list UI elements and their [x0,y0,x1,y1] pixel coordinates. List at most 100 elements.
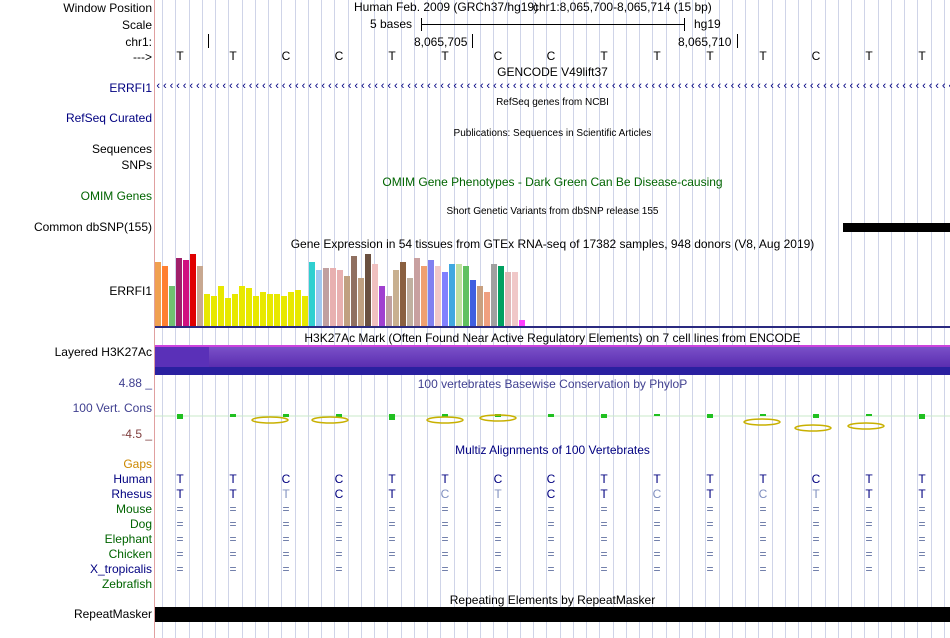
gtex-tissue-bar[interactable] [379,286,385,326]
alignment-base: = [176,532,184,546]
gtex-tissue-bar[interactable] [253,296,259,326]
gtex-tissue-bar[interactable] [505,272,511,326]
gtex-tissue-bar[interactable] [204,294,210,326]
vert-cons-label[interactable]: 100 Vert. Cons [72,401,152,415]
gtex-tissue-bar[interactable] [323,268,329,326]
species-label-mouse[interactable]: Mouse [115,502,152,516]
gtex-tissue-bar[interactable] [414,258,420,326]
gtex-tissue-bar[interactable] [295,290,301,326]
gencode-track-title[interactable]: GENCODE V49lift37 [497,65,608,79]
snps-label[interactable]: SNPs [121,158,152,172]
alignment-base: T [918,487,926,501]
gtex-tissue-bar[interactable] [386,296,392,326]
gtex-tissue-bar[interactable] [491,264,497,326]
gtex-tissue-bar[interactable] [197,266,203,326]
gtex-tissue-bar[interactable] [393,270,399,326]
gtex-tissue-bar[interactable] [400,262,406,326]
gtex-tissue-bar[interactable] [463,266,469,326]
gtex-tissue-bar[interactable] [456,264,462,326]
gtex-tissue-bar[interactable] [365,254,371,326]
alignment-base: T [865,487,873,501]
scale-bar [421,18,685,31]
omim-genes-label[interactable]: OMIM Genes [80,189,152,203]
omim-track-title[interactable]: OMIM Gene Phenotypes - Dark Green Can Be… [382,175,723,189]
gtex-tissue-bar[interactable] [330,268,336,326]
repeatmasker-element[interactable] [155,607,950,622]
repeatmasker-track-title[interactable]: Repeating Elements by RepeatMasker [449,593,656,607]
species-label-dog[interactable]: Dog [129,517,152,531]
alignment-base: = [229,532,237,546]
gtex-tissue-bar[interactable] [316,270,322,326]
gtex-tissue-bar[interactable] [246,288,252,326]
species-label-chicken[interactable]: Chicken [108,547,152,561]
gtex-tissue-bar[interactable] [470,280,476,326]
gtex-tissue-bar[interactable] [239,286,245,326]
gtex-tissue-bar[interactable] [162,266,168,326]
common-dbsnp-label[interactable]: Common dbSNP(155) [33,220,152,234]
gtex-tissue-bar[interactable] [232,294,238,326]
h3k27ac-signal[interactable] [155,345,950,375]
gtex-tissue-bar[interactable] [421,266,427,326]
species-label-x_tropicalis[interactable]: X_tropicalis [89,562,152,576]
grid-line [678,0,680,638]
repeatmasker-label[interactable]: RepeatMasker [73,607,152,621]
alignment-base: = [441,502,449,516]
phylop-track-title[interactable]: 100 vertebrates Basewise Conservation by… [417,377,688,391]
gtex-tissue-bar[interactable] [477,286,483,326]
gtex-tissue-bar[interactable] [169,286,175,326]
sequences-label[interactable]: Sequences [91,142,152,156]
gtex-tissue-bar[interactable] [512,272,518,326]
dbsnp-variant-bar[interactable] [843,223,950,232]
gtex-expression-bars[interactable] [155,252,950,326]
gtex-track-title[interactable]: Gene Expression in 54 tissues from GTEx … [290,237,815,251]
gtex-tissue-bar[interactable] [267,294,273,326]
species-label-elephant[interactable]: Elephant [104,532,152,546]
species-label-rhesus[interactable]: Rhesus [111,487,152,501]
gtex-tissue-bar[interactable] [281,296,287,326]
alignment-base: = [335,502,343,516]
gtex-tissue-bar[interactable] [498,266,504,326]
layered-h3k27ac-label[interactable]: Layered H3K27Ac [54,345,152,359]
gtex-tissue-bar[interactable] [176,258,182,326]
alignment-base: = [600,562,608,576]
gtex-tissue-bar[interactable] [372,264,378,326]
phylop-score-bar [707,414,713,418]
gtex-tissue-bar[interactable] [519,320,525,326]
gtex-tissue-bar[interactable] [183,260,189,326]
gtex-tissue-bar[interactable] [351,256,357,326]
gtex-tissue-bar[interactable] [442,272,448,326]
gtex-tissue-bar[interactable] [260,292,266,326]
gtex-tissue-bar[interactable] [344,276,350,326]
gtex-tissue-bar[interactable] [407,278,413,326]
gtex-tissue-bar[interactable] [155,262,161,326]
gtex-tissue-bar[interactable] [449,264,455,326]
gtex-tissue-bar[interactable] [211,296,217,326]
gtex-tissue-bar[interactable] [309,262,315,326]
refseq-track-title[interactable]: RefSeq genes from NCBI [496,97,609,108]
gtex-tissue-bar[interactable] [358,278,364,326]
alignment-base: = [547,547,555,561]
dbsnp-track-title[interactable]: Short Genetic Variants from dbSNP releas… [446,206,659,217]
alignment-base: = [865,517,873,531]
gtex-tissue-bar[interactable] [274,294,280,326]
alignment-base: = [547,517,555,531]
gtex-tissue-bar[interactable] [288,292,294,326]
publications-track-title[interactable]: Publications: Sequences in Scientific Ar… [453,128,652,139]
multiz-track-title[interactable]: Multiz Alignments of 100 Vertebrates [455,443,650,457]
errfi1-gene-label[interactable]: ERRFI1 [109,81,152,95]
gtex-tissue-bar[interactable] [218,286,224,326]
gtex-tissue-bar[interactable] [225,298,231,326]
gtex-tissue-bar[interactable] [337,270,343,326]
species-label-zebrafish[interactable]: Zebrafish [101,577,152,591]
gtex-tissue-bar[interactable] [435,266,441,326]
gtex-tissue-bar[interactable] [302,296,308,326]
gtex-tissue-bar[interactable] [484,292,490,326]
errfi1-gene-model[interactable]: ‹‹‹‹‹‹‹‹‹‹‹‹‹‹‹‹‹‹‹‹‹‹‹‹‹‹‹‹‹‹‹‹‹‹‹‹‹‹‹‹… [155,81,950,93]
errfi1-gtex-label[interactable]: ERRFI1 [109,284,152,298]
gtex-tissue-bar[interactable] [190,254,196,326]
h3k27ac-track-title[interactable]: H3K27Ac Mark (Often Found Near Active Re… [304,331,801,345]
gtex-tissue-bar[interactable] [428,260,434,326]
phylop-conservation-plot[interactable] [155,396,950,436]
species-label-human[interactable]: Human [113,472,152,486]
refseq-curated-label[interactable]: RefSeq Curated [65,111,152,125]
